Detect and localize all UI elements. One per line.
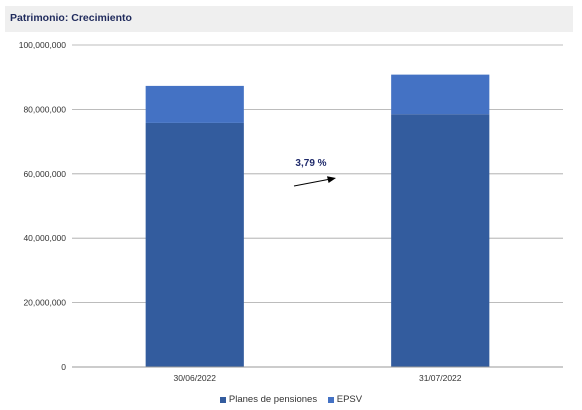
y-tick-label: 60,000,000: [23, 169, 66, 179]
growth-annotation: 3,79 %: [293, 158, 336, 187]
y-tick-label: 40,000,000: [23, 233, 66, 243]
legend-item-epsv: EPSV: [327, 394, 363, 405]
bar-segment-planes: [391, 114, 490, 367]
chart-title: Patrimonio: Crecimiento: [10, 12, 132, 24]
y-tick-label: 20,000,000: [23, 298, 66, 308]
x-tick-label: 30/06/2022: [173, 373, 216, 383]
growth-arrowhead: [327, 176, 336, 183]
growth-label: 3,79 %: [295, 158, 326, 169]
bar-segment-epsv: [391, 74, 490, 115]
axis-layer: 0 20,000,000 40,000,000 60,000,000 80,000,00…: [19, 40, 563, 383]
legend: Planes de pensiones EPSV: [0, 394, 582, 406]
legend-item-planes: Planes de pensiones: [219, 394, 318, 405]
bar-segment-epsv: [145, 85, 244, 123]
title-bar: Patrimonio: Crecimiento: [5, 6, 573, 32]
y-tick-label: 0: [61, 362, 66, 372]
legend-label-epsv: EPSV: [336, 394, 363, 405]
y-tick-label: 100,000,000: [19, 40, 67, 50]
bar-layer: [145, 74, 490, 367]
growth-arrow: [293, 179, 329, 187]
x-tick-label: 31/07/2022: [419, 373, 462, 383]
legend-swatch-epsv: [327, 396, 334, 403]
legend-label-planes: Planes de pensiones: [228, 394, 318, 405]
y-tick-label: 80,000,000: [23, 104, 66, 114]
bar-segment-planes: [145, 122, 244, 367]
legend-swatch-planes: [219, 396, 226, 403]
